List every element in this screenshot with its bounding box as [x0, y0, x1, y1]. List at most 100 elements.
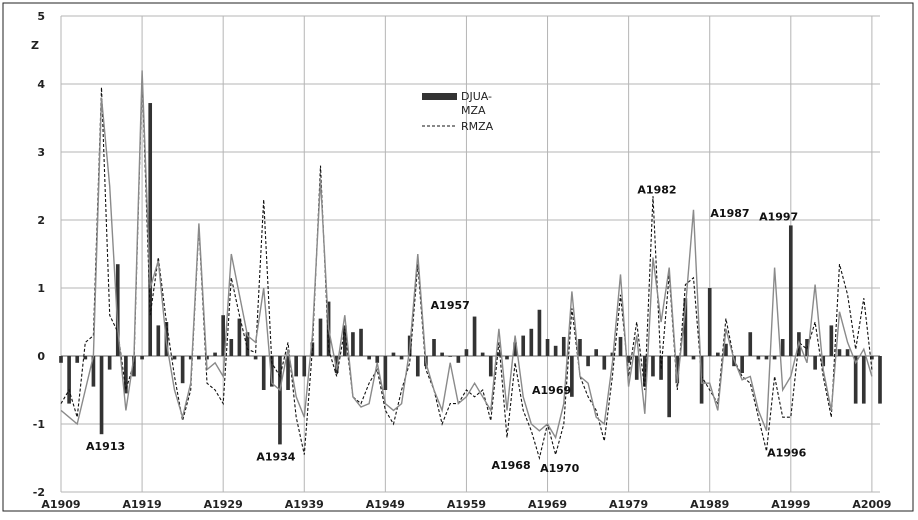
bar-mark: [756, 356, 761, 360]
bar-mark: [383, 356, 388, 390]
bar-mark: [132, 356, 136, 377]
bar-mark: [772, 356, 777, 360]
bar-mark: [570, 356, 574, 397]
annotation-label: A1913: [86, 440, 125, 453]
bar-mark: [578, 339, 582, 356]
bar-mark: [521, 335, 526, 356]
bar-mark: [156, 325, 161, 356]
bar-mark: [594, 349, 599, 356]
bar-mark: [610, 352, 615, 356]
bar-mark: [829, 325, 834, 356]
bar-mark: [675, 356, 680, 384]
bar-mark: [197, 356, 201, 360]
y-tick-label: 2: [37, 214, 45, 227]
bar-mark: [59, 356, 63, 363]
bar-mark: [253, 356, 258, 360]
bar-mark: [845, 349, 850, 356]
bar-mark: [448, 356, 453, 357]
bar-mark: [237, 318, 242, 356]
plot-border: [2, 2, 914, 512]
y-tick-label: 0: [37, 350, 45, 363]
legend-bar-label-line2: MZA: [461, 104, 486, 117]
bar-mark: [359, 328, 363, 356]
bar-mark: [553, 345, 558, 356]
bar-mark: [391, 352, 396, 356]
legend-bar-label-line1: DJUA-: [461, 90, 492, 103]
line-series: [60, 70, 873, 461]
bar-mark: [707, 288, 712, 356]
x-tick-label: A1909: [41, 498, 80, 511]
legend-bar-swatch: [422, 93, 457, 100]
bar-mark: [286, 356, 290, 390]
bar-mark: [861, 356, 866, 404]
bar-mark: [278, 356, 282, 445]
bar-mark: [764, 356, 769, 360]
bar-mark: [415, 356, 420, 377]
y-tick-label: 1: [37, 282, 45, 295]
bar-mark: [213, 352, 217, 356]
bar-mark: [561, 336, 566, 356]
bar-mark: [456, 356, 461, 363]
x-tick-label: A1949: [366, 498, 405, 511]
bar-mark: [813, 356, 817, 370]
bar-mark: [821, 356, 826, 367]
bar-mark: [399, 356, 404, 360]
bar-mark: [99, 356, 104, 435]
y-tick-label: 3: [37, 146, 45, 159]
bar-mark: [488, 356, 493, 377]
bar-mark: [115, 264, 120, 356]
bar-mark: [302, 356, 307, 377]
annotation-label: A1970: [540, 462, 579, 475]
bar-mark: [740, 356, 744, 373]
bar-mark: [837, 349, 842, 356]
bar-mark: [229, 339, 234, 356]
bar-mark: [643, 356, 647, 387]
annotation-label: A1969: [532, 384, 571, 397]
bar-mark: [586, 356, 590, 367]
bar-mark: [83, 356, 88, 360]
bar-mark: [342, 325, 347, 356]
bar-mark: [148, 103, 153, 356]
bar-mark: [180, 356, 185, 384]
gridlines: [60, 15, 880, 493]
x-tick-label: A1969: [528, 498, 567, 511]
legend-line-label: RMZA: [461, 120, 494, 133]
bar-mark: [464, 349, 469, 356]
x-tick-label: A1929: [204, 498, 243, 511]
x-tick-label: A1979: [609, 498, 648, 511]
bar-mark: [626, 356, 631, 363]
bar-mark: [261, 356, 266, 390]
bar-mark: [351, 332, 355, 356]
annotation-label: A1934: [256, 451, 295, 464]
annotation-label: A1997: [759, 211, 798, 224]
bar-mark: [748, 332, 753, 356]
x-tick-label: A1989: [690, 498, 729, 511]
bar-mark: [651, 356, 655, 377]
x-tick-label: A1959: [447, 498, 486, 511]
bar-mark: [124, 356, 128, 394]
bar-mark: [294, 356, 298, 377]
bar-mark: [602, 356, 607, 370]
bar-mark: [318, 318, 323, 356]
annotation-label: A1987: [710, 207, 749, 220]
bar-mark: [870, 356, 874, 360]
x-tick-label: A1919: [123, 498, 162, 511]
bar-mark: [67, 356, 71, 404]
bar-mark: [245, 332, 250, 356]
annotations: A1913 A1934 A1957 A1968 A1969 A1970 A1982 A1987…: [86, 183, 807, 475]
bar-mark: [270, 356, 274, 387]
bar-mark: [537, 309, 542, 356]
x-tick-label: A1939: [285, 498, 324, 511]
bar-mark: [878, 356, 882, 404]
bar-mark: [107, 356, 112, 370]
bar-mark: [334, 356, 339, 373]
bar-mark: [432, 339, 436, 356]
bar-mark: [780, 339, 785, 356]
bar-mark: [634, 356, 639, 380]
annotation-label: A1968: [491, 459, 530, 472]
bar-mark: [724, 343, 728, 356]
bar-mark: [667, 356, 671, 418]
bar-mark: [691, 356, 696, 360]
